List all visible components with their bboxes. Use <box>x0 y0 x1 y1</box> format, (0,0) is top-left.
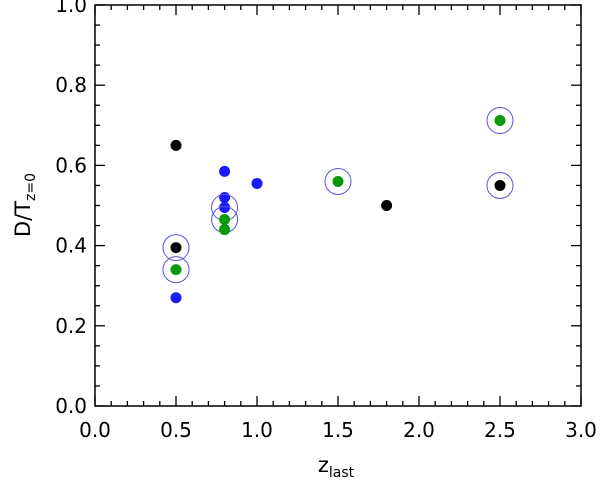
data-point <box>219 214 231 226</box>
x-tick-label: 2.5 <box>484 418 516 442</box>
x-axis-label-sub: last <box>329 465 355 481</box>
y-tick-label: 0.2 <box>55 314 87 338</box>
y-tick-label: 0.0 <box>55 394 87 418</box>
x-tick-label: 2.0 <box>403 418 435 442</box>
data-point <box>381 200 393 211</box>
highlight-ring <box>324 167 352 195</box>
data-point <box>219 191 231 203</box>
data-point <box>332 175 344 187</box>
data-point <box>251 177 263 189</box>
x-axis-label-main: z <box>318 453 329 477</box>
data-point <box>494 114 506 126</box>
data-point <box>219 202 231 214</box>
highlight-ring <box>486 106 514 134</box>
tick-labels: 0.0 0.5 1.0 1.5 2.0 2.5 3.0 0.0 0.2 0.4 0.6 0.8 1.0 <box>55 0 597 442</box>
data-point <box>170 264 182 276</box>
y-tick-label: 0.6 <box>55 153 87 177</box>
highlight-ring <box>486 171 514 199</box>
x-tick-label: 1.5 <box>322 418 354 442</box>
axis-ticks <box>94 4 582 407</box>
highlight-ring <box>162 256 190 284</box>
x-tick-label: 0.0 <box>79 418 111 442</box>
data-point <box>219 165 231 177</box>
y-axis-label-main: D/T <box>11 201 35 237</box>
y-axis-label-sub: z=0 <box>23 173 39 201</box>
x-tick-label: 3.0 <box>565 418 597 442</box>
data-point <box>170 242 182 254</box>
y-axis-label: D/Tz=0 <box>11 173 39 237</box>
data-points <box>162 106 514 304</box>
data-point <box>494 179 506 191</box>
y-tick-label: 1.0 <box>55 0 87 17</box>
data-point <box>170 292 182 304</box>
x-tick-label: 1.0 <box>241 418 273 442</box>
highlight-ring <box>162 234 190 262</box>
data-point <box>170 139 182 151</box>
x-axis-label: zlast <box>318 453 355 481</box>
y-tick-label: 0.8 <box>55 73 87 97</box>
data-point <box>219 224 231 236</box>
x-tick-label: 0.5 <box>160 418 192 442</box>
plot-frame <box>94 4 582 407</box>
y-tick-label: 0.4 <box>55 234 87 258</box>
